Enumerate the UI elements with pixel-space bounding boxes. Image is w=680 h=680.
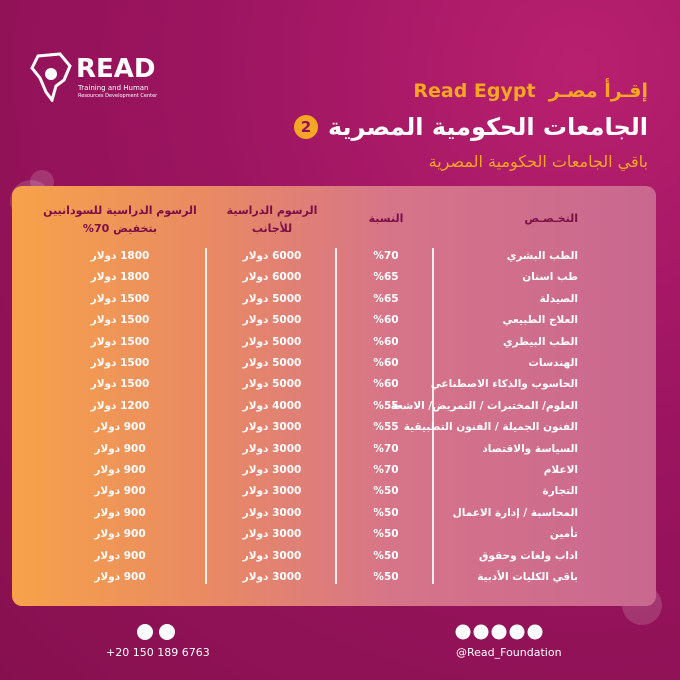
table-cell: 6000 دولار [242,250,302,262]
table-cell: 900 دولار [94,549,146,562]
specialty: الهندسات [528,357,578,369]
brand-ar: إقـرأ مصـر [548,80,648,102]
badge: 2 [293,115,318,139]
specialty: باقي الكليات الأدبية [477,571,578,583]
title: الجامعات الحكومية المصرية [327,113,648,141]
column-divider [432,248,434,584]
table-cell: %50 [373,571,399,583]
specialty: الحاسوب والذكاء الاصطناعي [430,378,578,391]
table-cell: 4000 دولار [242,399,302,412]
column-header: الرسوم الدراسية للأجانب [226,204,318,235]
table-cell: 1200 دولار [90,399,150,412]
table-cell: 3000 دولار [242,506,302,519]
table-cell: 1500 دولار [90,357,150,369]
phone: +20 150 189 6763 [106,646,210,659]
specialty: الطب البشري [506,250,578,262]
table-cell: 5000 دولار [242,292,302,305]
logo-mark [30,52,72,102]
specialty: العلوم/ المختبرات / التمريض/ الاشعة [390,399,578,412]
table-cell: %50 [373,549,399,562]
specialty: الفنون الجميلة / الفنون التطبيقية [403,421,578,434]
specialty: طب اسنان [522,271,578,284]
brand: إقـرأ مصـر Read Egypt [413,80,648,102]
social-icons [455,624,543,640]
table-cell: 3000 دولار [242,442,302,455]
table-cell: %55 [373,399,399,412]
table-cell: 900 دولار [94,464,146,476]
table-cell: %60 [373,378,399,391]
table-cell: 1800 دولار [90,271,150,284]
table-cell: 900 دولار [94,506,146,519]
table-cell: 1500 دولار [90,292,150,305]
table-cell: 1500 دولار [90,314,150,327]
table-cell: 900 دولار [94,571,146,583]
table-cell: %70 [373,464,399,476]
table-cell: %50 [373,528,399,541]
table-cell: %55 [373,421,399,434]
logo-name: READ [76,54,156,84]
specialty: اداب ولغات وحقوق [479,549,578,562]
table-cell: 5000 دولار [242,314,302,327]
specialty: تأمين [549,528,578,541]
table-cell: 3000 دولار [242,528,302,541]
subtitle: باقي الجامعات الحكومية المصرية [428,152,648,171]
table-cell: 3000 دولار [242,549,302,562]
table-cell: 5000 دولار [242,357,302,369]
specialty: الاعلام [543,464,578,476]
column-header: الرسوم الدراسية للسودانيين بتخفيض 70% [43,204,197,235]
table-cell: 900 دولار [94,421,146,434]
table-cell: %50 [373,485,399,498]
specialty: العلاج الطبيعي [502,314,578,327]
table-card [12,186,656,606]
table-cell: %65 [373,292,399,305]
column-divider [205,248,207,584]
table-cell: 5000 دولار [242,335,302,348]
table-cell: %60 [373,314,399,327]
table-cell: 3000 دولار [242,485,302,498]
specialty: التجارة [542,485,578,498]
title-row: الجامعات الحكومية المصرية 2 [293,113,648,141]
specialty: السياسة والاقتصاد [482,442,578,455]
logo-line: Resources Development Center [78,93,158,99]
logo-line: Training and Human [78,84,149,92]
table-cell: 6000 دولار [242,271,302,284]
table-cell: 900 دولار [94,442,146,455]
table-cell: 1500 دولار [90,378,150,391]
table-cell: 900 دولار [94,485,146,498]
table-cell: %70 [373,442,399,455]
column-header: النسبة [368,212,404,225]
table-cell: %60 [373,357,399,369]
table-cell: 3000 دولار [242,571,302,583]
table-cell: 5000 دولار [242,378,302,391]
table-cell: 1500 دولار [90,335,150,348]
specialty: المحاسبة / إدارة الاعمال [452,506,578,519]
social-handle: @Read_Foundation [456,646,562,659]
specialty: الصيدلة [539,292,578,305]
column-header: التخـصـص [524,212,578,225]
contact-icons [137,624,175,640]
table-cell: %70 [373,250,399,262]
table-cell: 3000 دولار [242,421,302,434]
column-divider [335,248,337,584]
table-cell: %65 [373,271,399,284]
table-cell: 1800 دولار [90,250,150,262]
table-cell: %50 [373,506,399,519]
specialty: الطب البيطري [502,335,578,348]
table-cell: 3000 دولار [242,464,302,476]
table-cell: %60 [373,335,399,348]
brand-en: Read Egypt [413,80,536,102]
table-cell: 900 دولار [94,528,146,541]
